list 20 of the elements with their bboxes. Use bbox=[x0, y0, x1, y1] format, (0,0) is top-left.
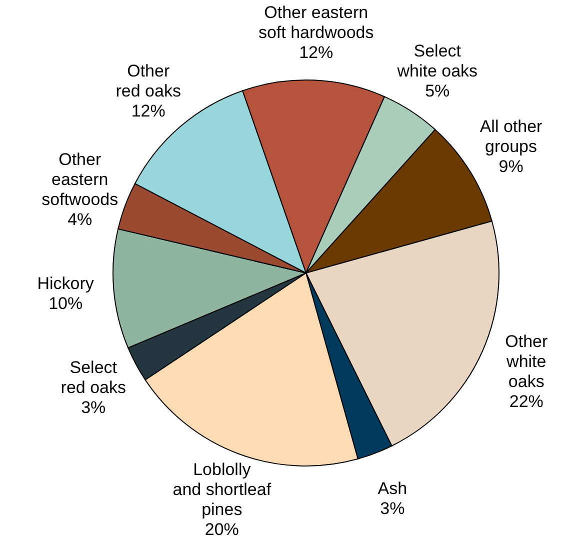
slice-label: Other white oaks bbox=[505, 332, 548, 391]
data-label: 12% bbox=[131, 100, 166, 120]
slice-label: Loblolly and shortleaf pines bbox=[172, 460, 272, 519]
data-label: 9% bbox=[498, 156, 524, 176]
data-label: 12% bbox=[299, 42, 334, 62]
slice-label: Ash bbox=[378, 478, 408, 498]
data-label: 22% bbox=[509, 392, 544, 411]
slice-label: Other red oaks bbox=[116, 60, 181, 100]
slice-label: Select white oaks bbox=[396, 41, 478, 80]
slice-label: Hickory bbox=[37, 274, 94, 293]
slice-label: All other groups bbox=[480, 116, 543, 156]
slice-label: Other eastern soft hardwoods bbox=[258, 2, 374, 42]
data-label: 10% bbox=[48, 294, 83, 313]
data-label: 3% bbox=[81, 398, 106, 417]
data-label: 3% bbox=[380, 498, 405, 518]
slice-label: Select red oaks bbox=[60, 358, 126, 397]
slice-label: Other eastern softwoods bbox=[42, 149, 118, 208]
data-label: 20% bbox=[204, 520, 239, 539]
data-label: 5% bbox=[425, 81, 450, 100]
data-label: 4% bbox=[68, 209, 92, 228]
